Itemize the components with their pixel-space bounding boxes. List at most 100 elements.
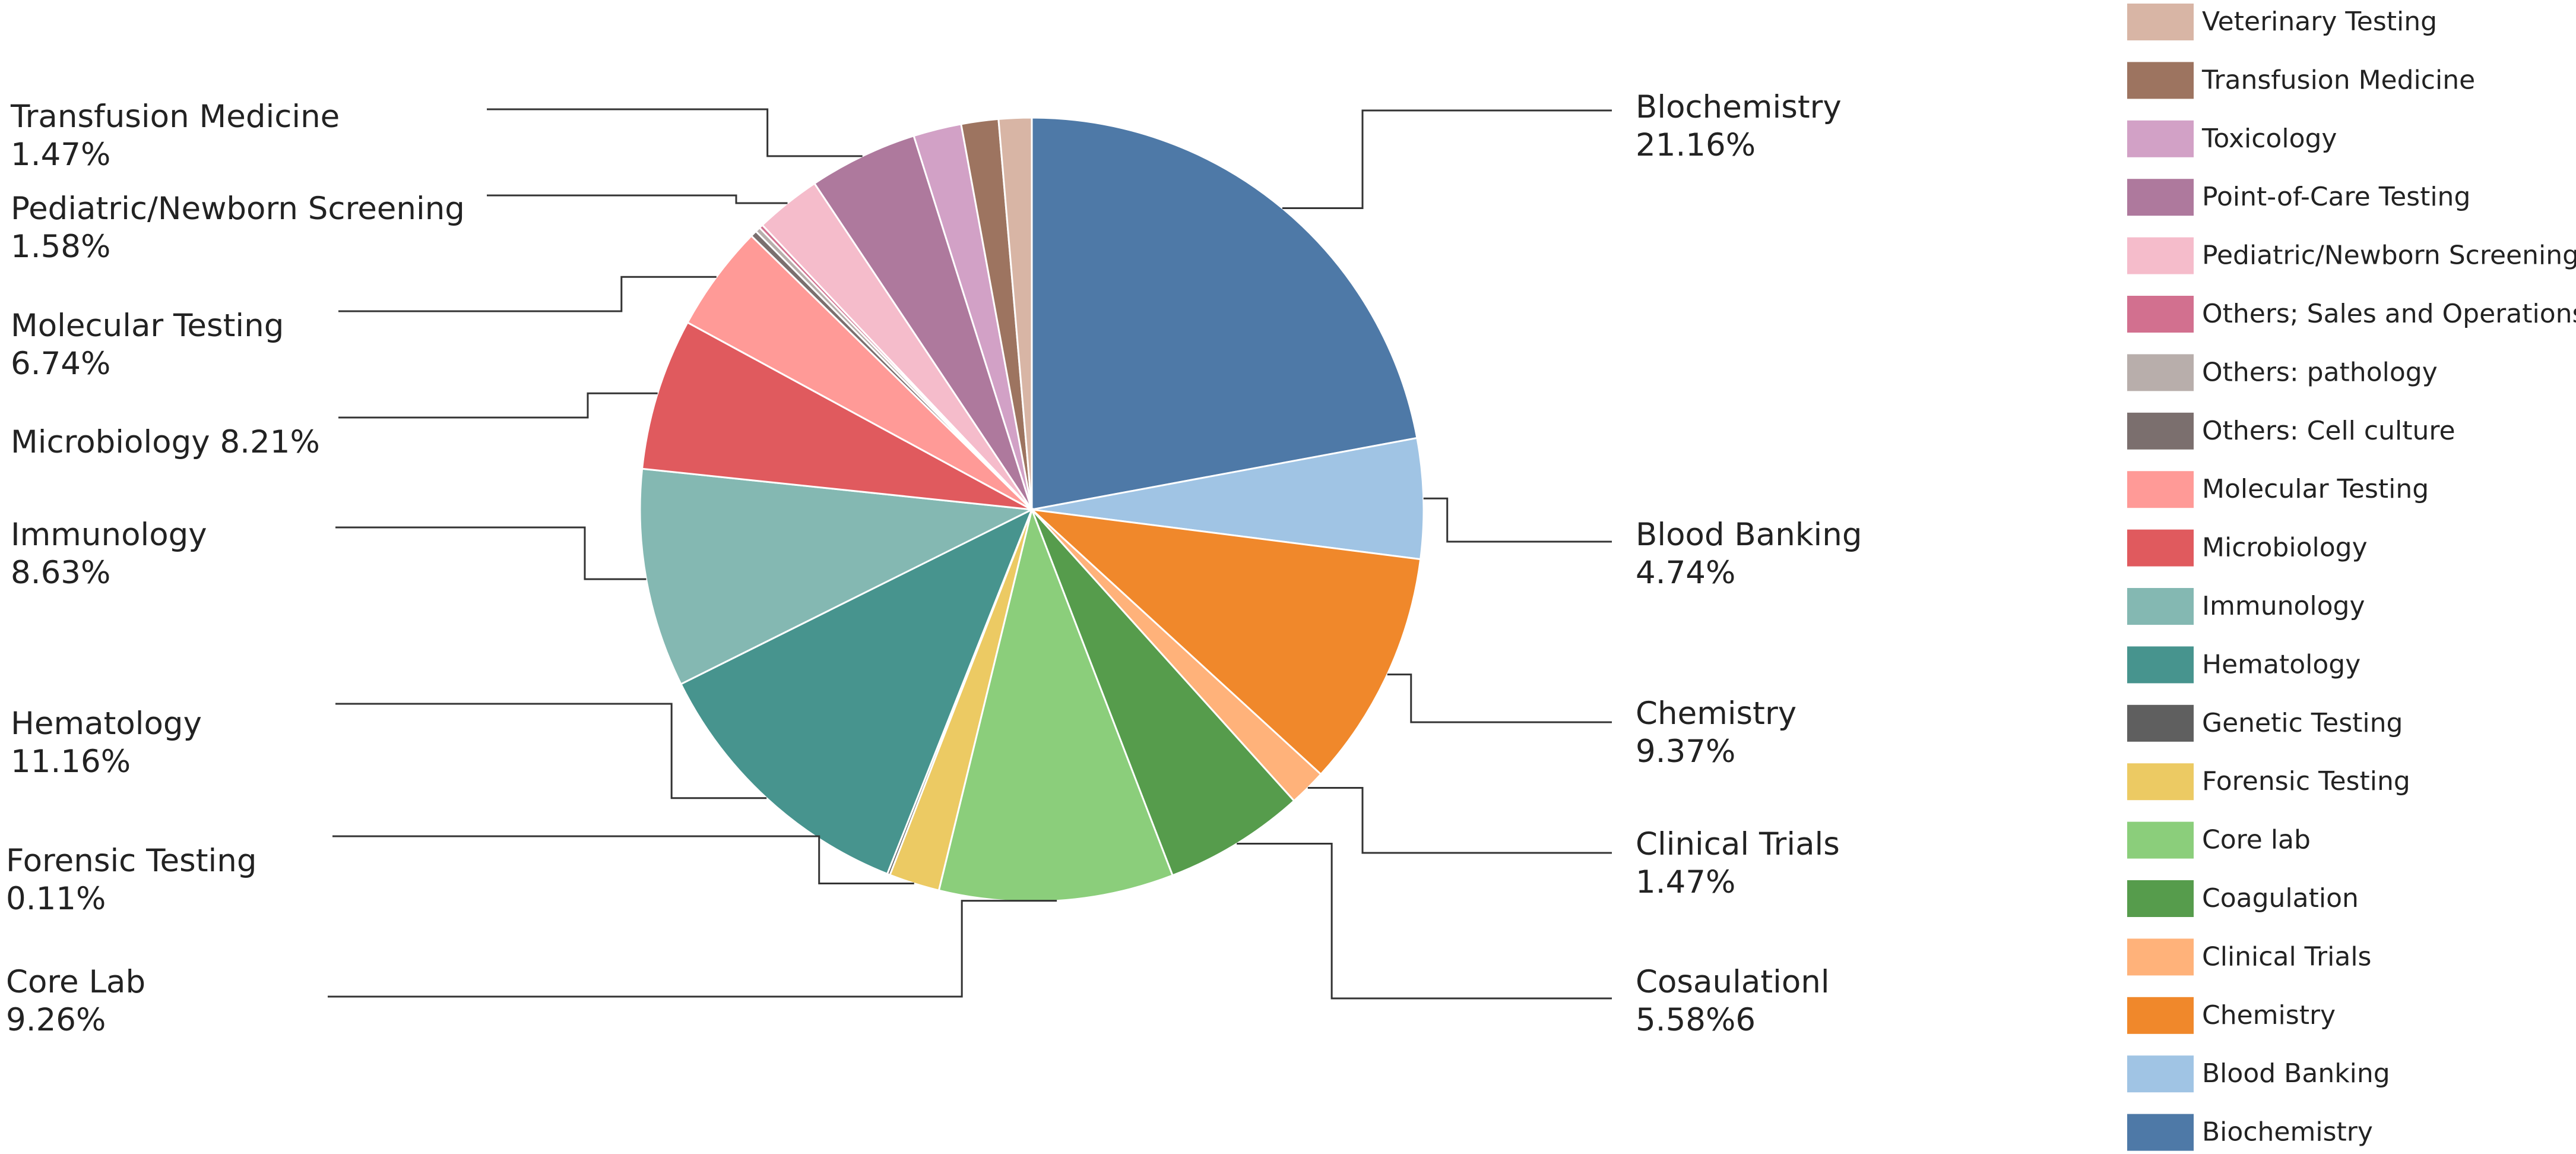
legend-label-genetic-testing: Genetic Testing [2202, 708, 2403, 738]
legend-swatch-core-lab [2127, 821, 2194, 859]
legend-item-genetic-testing: Genetic Testing [2127, 704, 2403, 742]
callout-label-pediatric-newborn-screening: Pediatric/Newborn Screening [11, 191, 465, 227]
callout-value-pediatric-newborn-screening: 1.58% [11, 229, 110, 265]
legend-swatch-point-of-care-testing [2127, 179, 2194, 216]
callout-label-forensic-testing: Forensic Testing [6, 843, 257, 879]
legend-item-biochemistry: Biochemistry [2127, 1114, 2373, 1151]
legend-item-microbiology: Microbiology [2127, 529, 2368, 567]
legend-swatch-forensic-testing [2127, 763, 2194, 801]
legend-swatch-others-cell-culture [2127, 412, 2194, 450]
legend-label-blood-banking: Blood Banking [2202, 1058, 2390, 1089]
leader-line-hematology [335, 703, 767, 799]
callout-label-blood-banking: Blood Banking [1636, 517, 1862, 553]
leader-line-point-of-care-testing [487, 108, 863, 157]
legend-label-immunology: Immunology [2202, 591, 2365, 621]
legend-label-biochemistry: Biochemistry [2202, 1117, 2373, 1147]
slice-veterinary-testing [997, 116, 1033, 510]
slice-molecular-testing [686, 234, 1033, 511]
legend-item-hematology: Hematology [2127, 646, 2360, 684]
callout-leader-lines [328, 108, 1612, 1000]
legend-item-others-cell-culture: Others: Cell culture [2127, 412, 2455, 450]
leader-line-immunology [335, 526, 647, 580]
legend-item-clinical-trials: Clinical Trials [2127, 938, 2371, 976]
slice-microbiology [641, 321, 1032, 511]
callout-value-blood-banking: 4.74% [1636, 555, 1735, 591]
legend: Veterinary Testing Transfusion Medicine To… [2127, 4, 2576, 1151]
callout-label-molecular-testing: Molecular Testing [11, 308, 284, 344]
legend-label-pediatric-newborn-screening: Pediatric/Newborn Screening [2202, 241, 2576, 271]
slice-blood-banking [1031, 437, 1425, 561]
callout-label-chemistry: Chemistry [1636, 695, 1796, 732]
legend-item-pediatric-newborn-screening: Pediatric/Newborn Screening [2127, 237, 2576, 274]
legend-label-point-of-care-testing: Point-of-Care Testing [2202, 182, 2470, 212]
callout-label-clinical-trials: Clinical Trials [1636, 826, 1840, 862]
callout-value-immunology: 8.63% [11, 555, 110, 591]
legend-item-others-sales-and-operations: Others; Sales and Operations [2127, 296, 2576, 333]
legend-swatch-hematology [2127, 646, 2194, 684]
legend-swatch-chemistry [2127, 997, 2194, 1034]
legend-label-toxicology: Toxicology [2201, 124, 2337, 154]
legend-swatch-molecular-testing [2127, 471, 2194, 508]
legend-label-molecular-testing: Molecular Testing [2202, 474, 2429, 504]
slice-chemistry [1029, 508, 1422, 776]
legend-swatch-coagulation [2127, 880, 2194, 917]
legend-item-immunology: Immunology [2127, 588, 2365, 625]
legend-label-veterinary-testing: Veterinary Testing [2202, 7, 2437, 37]
legend-swatch-others-pathology [2127, 354, 2194, 391]
legend-label-transfusion-medicine: Transfusion Medicine [2201, 65, 2475, 95]
legend-label-others-sales-and-operations: Others; Sales and Operations [2202, 299, 2576, 329]
leader-line-blood-banking [1423, 497, 1612, 543]
legend-swatch-blood-banking [2127, 1055, 2194, 1093]
legend-swatch-microbiology [2127, 529, 2194, 567]
callout-label-core-lab: Core Lab [6, 964, 145, 1000]
legend-swatch-transfusion-medicine [2127, 62, 2194, 99]
legend-label-others-cell-culture: Others: Cell culture [2202, 416, 2455, 446]
leader-line-biochemistry [1282, 109, 1612, 209]
slice-biochemistry [1031, 116, 1418, 511]
leader-line-molecular-testing [338, 276, 717, 312]
leader-line-pediatric-newborn-screening [487, 194, 788, 204]
legend-label-microbiology: Microbiology [2202, 533, 2368, 563]
leader-line-forensic-testing [332, 835, 914, 885]
legend-label-others-pathology: Others: pathology [2202, 357, 2438, 387]
legend-swatch-genetic-testing [2127, 704, 2194, 742]
legend-item-transfusion-medicine: Transfusion Medicine [2127, 62, 2475, 99]
callout-value-biochemistry: 21.16% [1636, 127, 1756, 163]
callout-label-biochemistry: Blochemistry [1636, 89, 1842, 125]
leader-line-core-lab [328, 900, 1057, 998]
callout-value-molecular-testing: 6.74% [11, 346, 110, 382]
leader-line-chemistry [1387, 674, 1612, 723]
legend-item-toxicology: Toxicology [2127, 120, 2337, 157]
legend-item-molecular-testing: Molecular Testing [2127, 471, 2429, 508]
legend-swatch-clinical-trials [2127, 938, 2194, 976]
callout-value-clinical-trials: 1.47% [1636, 864, 1735, 900]
legend-label-core-lab: Core lab [2202, 825, 2311, 855]
legend-item-chemistry: Chemistry [2127, 997, 2336, 1034]
callout-value-coagulation: 5.58%6 [1636, 1002, 1756, 1038]
callout-value-chemistry: 9.37% [1636, 733, 1735, 770]
callout-value-point-of-care-testing: 1.47% [11, 137, 110, 173]
legend-label-clinical-trials: Clinical Trials [2202, 941, 2371, 972]
leader-line-microbiology [338, 392, 658, 419]
legend-swatch-pediatric-newborn-screening [2127, 237, 2194, 274]
callout-label-coagulation: Cosaulationl [1636, 964, 1830, 1000]
leader-line-coagulation [1237, 843, 1612, 1000]
legend-item-blood-banking: Blood Banking [2127, 1055, 2390, 1093]
legend-label-hematology: Hematology [2202, 649, 2360, 679]
callout-label-point-of-care-testing: Transfusion Medicine [10, 99, 340, 135]
callout-label-hematology: Hematology [11, 706, 202, 742]
legend-label-forensic-testing: Forensic Testing [2202, 766, 2410, 796]
pie-slices [639, 116, 1425, 903]
slice-hematology [679, 507, 1034, 875]
legend-label-coagulation: Coagulation [2202, 883, 2359, 913]
legend-label-chemistry: Chemistry [2202, 1000, 2336, 1030]
callout-value-core-lab: 9.26% [6, 1002, 106, 1038]
callout-label-immunology: Immunology [11, 517, 207, 553]
leader-line-clinical-trials [1307, 787, 1612, 854]
legend-swatch-toxicology [2127, 120, 2194, 157]
slice-point-of-care-testing [813, 134, 1033, 510]
legend-item-veterinary-testing: Veterinary Testing [2127, 4, 2437, 40]
legend-item-coagulation: Coagulation [2127, 880, 2359, 917]
